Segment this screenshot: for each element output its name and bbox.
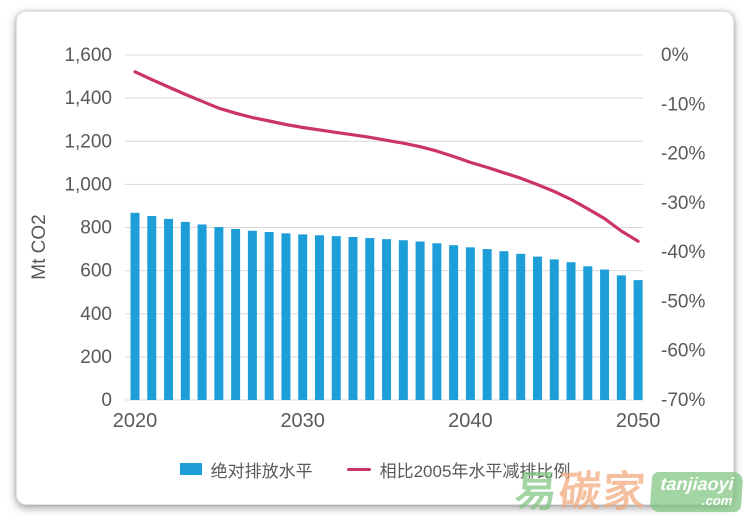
- bar-2034: [365, 238, 375, 400]
- bar-2041: [482, 249, 492, 400]
- legend-item-line-series: 相比2005年水平减排比例: [346, 457, 571, 482]
- watermark-badge-domain: .com: [701, 493, 733, 509]
- line-series-swatch-icon: [346, 467, 371, 471]
- bar-2031: [314, 235, 324, 400]
- left-axis-tick-label: 400: [80, 304, 112, 325]
- legend-label-bar-series: 绝对排放水平: [210, 461, 313, 481]
- x-axis-tick-label: 2030: [280, 410, 325, 432]
- bar-2040: [465, 247, 475, 400]
- left-axis-tick-label: 0: [101, 390, 112, 411]
- bar-series-swatch-icon: [179, 463, 202, 475]
- watermark-char-tan: 碳: [557, 468, 605, 515]
- x-axis-tick-label: 2040: [448, 410, 493, 432]
- bar-2022: [164, 218, 174, 400]
- bar-2032: [331, 236, 341, 400]
- left-axis-tick-label: 1,400: [64, 88, 112, 109]
- right-axis-tick-label: -20%: [661, 144, 705, 165]
- left-axis-tick-label: 800: [80, 218, 112, 239]
- bar-2021: [147, 216, 157, 400]
- left-axis-tick-label: 1,600: [64, 45, 112, 66]
- watermark-char-jia: 家: [601, 468, 649, 515]
- bar-2037: [415, 241, 425, 400]
- bar-2045: [549, 259, 559, 400]
- bar-2048: [600, 269, 610, 400]
- bar-2035: [382, 239, 392, 400]
- x-axis-tick-label: 2020: [113, 410, 158, 432]
- bar-2025: [214, 227, 224, 400]
- bar-2030: [298, 234, 308, 400]
- chart-legend: 绝对排放水平 相比2005年水平减排比例: [0, 457, 750, 481]
- right-axis-tick-label: 0%: [661, 45, 689, 66]
- bar-2049: [616, 275, 626, 400]
- right-axis-tick-label: -40%: [661, 242, 705, 263]
- bar-2026: [231, 229, 241, 400]
- bar-2029: [281, 233, 291, 400]
- bar-2020: [130, 212, 140, 400]
- right-axis-tick-label: -60%: [661, 341, 705, 362]
- bar-2024: [197, 224, 207, 400]
- bar-2039: [449, 245, 459, 400]
- right-axis-tick-label: -10%: [661, 94, 705, 115]
- right-axis-tick-label: -30%: [661, 193, 705, 214]
- left-axis-tick-label: 600: [80, 261, 112, 282]
- bar-2028: [264, 232, 274, 400]
- left-axis-tick-label: 1,000: [64, 174, 112, 195]
- bar-2046: [566, 262, 576, 400]
- legend-label-line-series: 相比2005年水平减排比例: [379, 461, 571, 481]
- right-axis-tick-label: -70%: [661, 390, 705, 411]
- watermark-badge-text: tanjiaoyi: [659, 474, 735, 495]
- watermark-char-yi: 易: [513, 468, 561, 515]
- left-axis-title: Mt CO2: [29, 214, 50, 279]
- right-axis-tick-label: -50%: [661, 291, 705, 312]
- bar-2050: [633, 280, 643, 400]
- watermark-logo: 易 碳 家 tanjiaoyi .com: [513, 468, 744, 515]
- legend-item-bar-series: 绝对排放水平: [179, 457, 313, 482]
- bar-2033: [348, 236, 358, 400]
- bar-2042: [499, 251, 509, 400]
- bar-2044: [532, 256, 542, 400]
- watermark-badge: tanjiaoyi .com: [649, 472, 744, 512]
- bar-2027: [247, 230, 257, 400]
- bar-2023: [180, 221, 190, 400]
- left-axis-tick-label: 1,200: [64, 131, 112, 152]
- x-axis-tick-label: 2050: [616, 410, 661, 432]
- bar-2047: [583, 266, 593, 400]
- reduction-ratio-line: [133, 70, 640, 243]
- bar-2036: [398, 240, 408, 400]
- bar-2043: [516, 253, 526, 400]
- bar-2038: [432, 243, 442, 400]
- left-axis-tick-label: 200: [80, 347, 112, 368]
